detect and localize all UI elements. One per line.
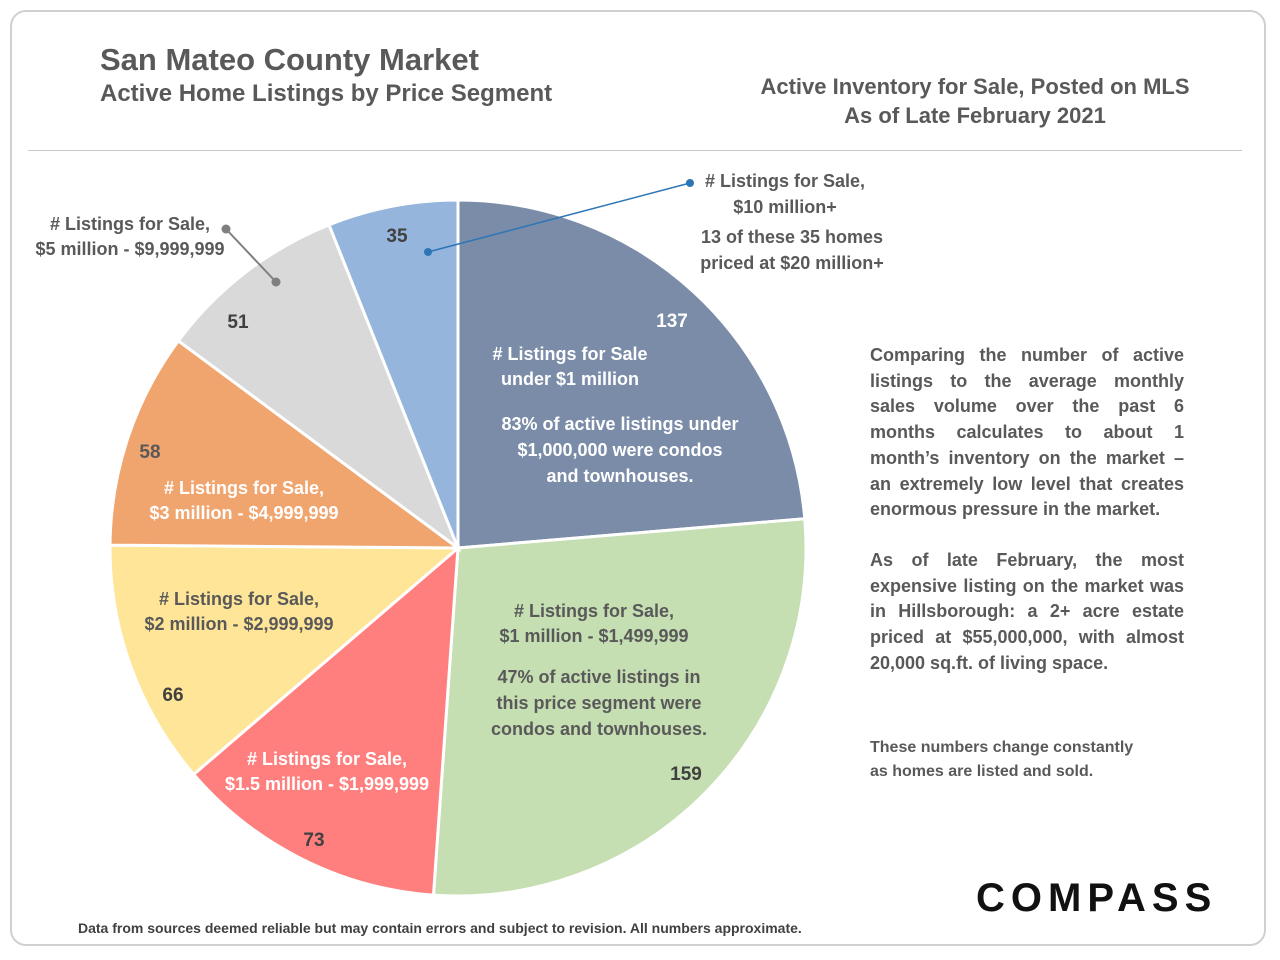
slice-category-label-3-line-1: # Listings for Sale, [247,749,407,769]
slice-value-label-2: 159 [670,764,702,785]
slice-category-label-7-line-2: $10 million+ [733,197,837,217]
slice-value-label-4: 66 [162,685,183,706]
slide-frame [10,10,1266,946]
commentary-paragraph-1: Comparing the number of active listings … [870,345,1184,520]
pie-slice-2 [431,517,808,898]
slice-note-2-line-1: 47% of active listings in [497,667,700,687]
pie-slice-3 [191,544,460,897]
commentary-paragraph-2: As of late February, the most expensive … [870,549,1184,673]
slice-value-label-3: 73 [303,830,324,851]
slice-category-label-2-line-1: # Listings for Sale, [514,601,674,621]
pie-slice-4 [108,543,463,777]
page-title: San Mateo County Market [100,42,479,77]
page-subtitle: Active Home Listings by Price Segment [100,80,553,107]
slice-category-label-2-line-2: $1 million - $1,499,999 [499,626,688,646]
slice-category-label-5-line-1: # Listings for Sale, [164,478,324,498]
slice-category-label-4-line-1: # Listings for Sale, [159,589,319,609]
slice-note-1-line-1: 83% of active listings under [501,414,738,434]
slice-category-label-6-line-1: # Listings for Sale, [50,214,210,234]
pie-slice-7 [327,198,460,549]
slice-category-label-1-line-2: under $1 million [501,369,639,389]
slice-value-label-6: 51 [227,312,249,333]
pie-slice-5 [108,338,463,550]
leader-dot-5m-outer [221,224,231,234]
inventory-caption: Active Inventory for Sale, Posted on MLS… [720,72,1230,130]
slice-note-1-line-3: and townhouses. [546,466,693,486]
slice-note-7-line-1: 13 of these 35 homes [701,227,883,247]
leader-line-5m [225,228,277,283]
compass-logo: COMPASS [976,876,1218,920]
disclaimer-note-line2: as homes are listed and sold. [870,763,1094,780]
slice-note-1-line-2: $1,000,000 were condos [517,440,722,460]
slice-category-label-1-line-1: # Listings for Sale [492,344,647,364]
pie-slice-6 [176,222,462,553]
disclaimer-note: These numbers change constantly as homes… [870,736,1200,784]
slice-category-label-4-line-2: $2 million - $2,999,999 [144,614,333,634]
slice-value-label-7: 35 [386,226,408,247]
slice-note-2-line-2: this price segment were [496,693,701,713]
disclaimer-note-line1: These numbers change constantly [870,739,1134,756]
slice-value-label-1: 137 [656,311,688,332]
slice-note-7-line-2: priced at $20 million+ [700,253,884,273]
slice-value-label-5: 58 [139,442,160,463]
leader-dot-10m-outer [686,179,694,187]
header-divider [28,150,1242,151]
pie-slice-1 [456,198,807,550]
commentary: Comparing the number of active listings … [870,343,1184,676]
slice-note-2-line-3: condos and townhouses. [491,719,707,739]
leader-dot-10m-inner [424,248,432,256]
inventory-caption-line1: Active Inventory for Sale, Posted on MLS [760,74,1190,99]
slice-category-label-5-line-2: $3 million - $4,999,999 [149,503,338,523]
slice-category-label-6-line-2: $5 million - $9,999,999 [35,239,224,259]
source-footnote: Data from sources deemed reliable but ma… [78,920,802,936]
slice-category-label-3-line-2: $1.5 million - $1,999,999 [225,774,429,794]
inventory-caption-line2: As of Late February 2021 [844,103,1106,128]
slice-category-label-7-line-1: # Listings for Sale, [705,171,865,191]
leader-line-10m [427,182,691,253]
leader-dot-5m-inner [271,277,281,287]
